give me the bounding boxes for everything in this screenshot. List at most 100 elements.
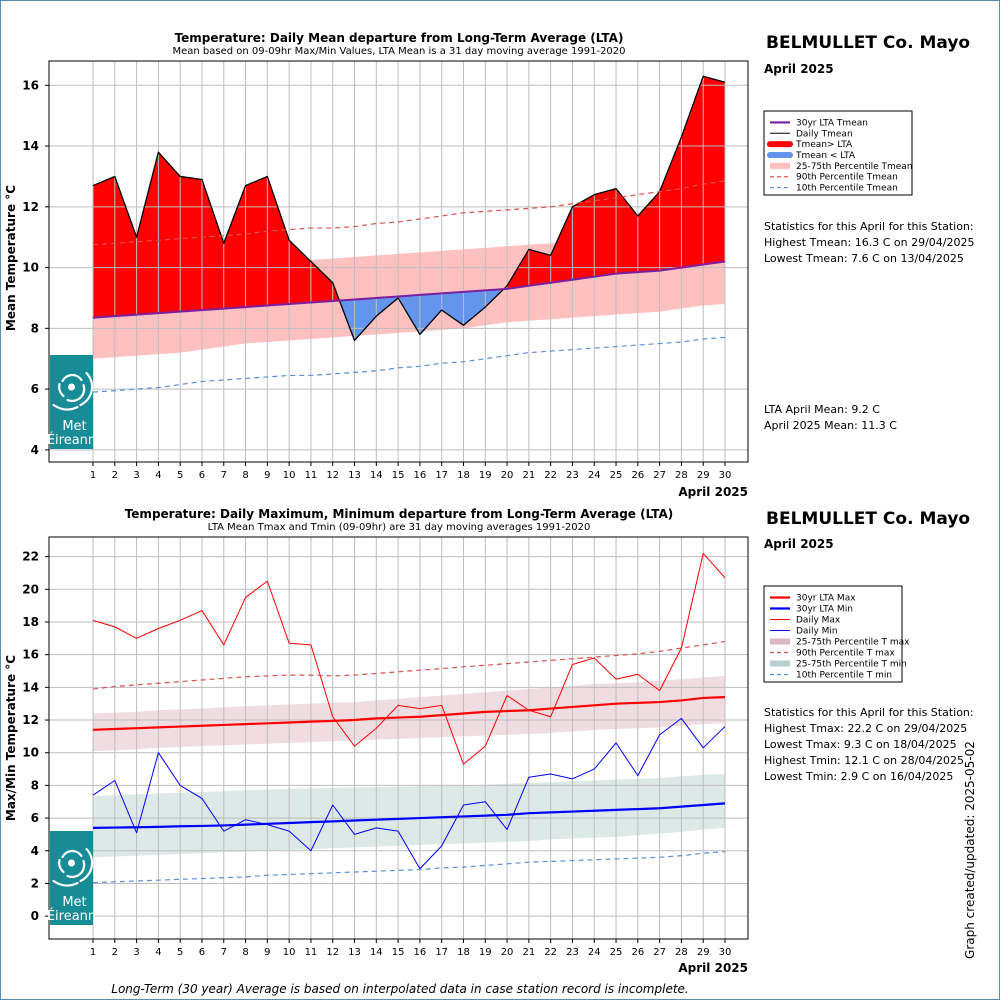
point-90th-percentile-tmean-25 [615,197,617,199]
point-daily-min-18 [463,804,465,806]
point-daily-tmean-8 [245,185,247,187]
point-30yr-lta-min-24 [593,810,595,812]
point-30yr-lta-tmean-29 [702,264,704,266]
point-90th-percentile-tmean-24 [593,200,595,202]
point-90th-percentile-t-max-6 [201,679,203,681]
chart1-ylabel: Mean Temperature °C [4,185,18,331]
point-30yr-lta-tmean-12 [332,300,334,302]
point-30yr-lta-min-14 [376,819,378,821]
x-tick-label-28: 28 [675,947,688,958]
x-tick-label-15: 15 [392,470,405,481]
point-90th-percentile-tmean-18 [463,212,465,214]
point-daily-max-22 [550,716,552,718]
point-10th-percentile-tmean-13 [354,372,356,374]
point-30yr-lta-min-16 [419,817,421,819]
x-tick-label-1: 1 [90,470,96,481]
x-tick-label-15: 15 [392,947,405,958]
point-daily-tmean-1 [92,185,94,187]
point-daily-max-4 [158,628,160,630]
point-daily-max-15 [397,705,399,707]
y-tick-label-8: 8 [31,321,39,335]
below-lta-fill-18-0 [463,290,486,326]
swirl-arc-4 [79,371,94,407]
point-90th-percentile-t-max-3 [136,684,138,686]
point-daily-min-25 [615,742,617,744]
x-tick-label-21: 21 [522,470,535,481]
point-90th-percentile-tmean-30 [724,180,726,182]
point-30yr-lta-max-13 [354,719,356,721]
point-30yr-lta-max-24 [593,705,595,707]
x-tick-label-8: 8 [242,470,248,481]
point-30yr-lta-max-25 [615,703,617,705]
point-90th-percentile-tmean-2 [114,242,116,244]
point-10th-percentile-t-min-22 [550,861,552,863]
legend-label-30yr-lta-tmean: 30yr LTA Tmean [796,118,868,128]
swirl-arc-2 [66,859,86,879]
x-tick-label-4: 4 [155,470,161,481]
point-90th-percentile-tmean-13 [354,226,356,228]
point-30yr-lta-min-26 [637,808,639,810]
point-30yr-lta-tmean-2 [114,315,116,317]
above-lta-fill-29-0 [703,76,725,265]
point-daily-max-29 [702,553,704,555]
y-tick-label-6: 6 [31,811,39,825]
point-30yr-lta-max-1 [92,729,94,731]
chart1-subtitle: Mean based on 09-09hr Max/Min Values, LT… [172,46,625,57]
point-daily-max-9 [267,580,269,582]
above-lta-fill-8-0 [245,176,268,308]
point-30yr-lta-min-27 [659,807,661,809]
point-30yr-lta-max-19 [484,711,486,713]
x-tick-label-18: 18 [457,947,470,958]
point-30yr-lta-tmean-25 [615,273,617,275]
point-90th-percentile-tmean-20 [506,209,508,211]
point-30yr-lta-min-6 [201,825,203,827]
point-daily-min-21 [528,776,530,778]
point-daily-tmean-17 [441,309,443,311]
point-90th-percentile-t-max-20 [506,663,508,665]
point-daily-max-8 [245,597,247,599]
point-30yr-lta-max-23 [572,706,574,708]
footnote: Long-Term (30 year) Average is based on … [111,982,688,996]
x-tick-label-6: 6 [199,470,205,481]
point-30yr-lta-min-18 [463,816,465,818]
point-daily-min-1 [92,794,94,796]
legend-label-25-75th-percentile-t-max: 25-75th Percentile T max [796,638,910,648]
point-10th-percentile-tmean-2 [114,390,116,392]
chart2-month: April 2025 [764,537,834,551]
point-10th-percentile-t-min-20 [506,863,508,865]
point-30yr-lta-min-9 [267,823,269,825]
swirl-arc-2 [66,383,86,403]
point-daily-tmean-28 [681,136,683,138]
x-tick-label-11: 11 [305,470,318,481]
point-10th-percentile-tmean-27 [659,343,661,345]
point-90th-percentile-t-max-4 [158,682,160,684]
point-30yr-lta-max-6 [201,725,203,727]
point-10th-percentile-t-min-27 [659,856,661,858]
point-daily-min-7 [223,830,225,832]
point-daily-max-18 [463,763,465,765]
point-daily-min-30 [724,726,726,728]
point-30yr-lta-min-30 [724,803,726,805]
x-tick-label-19: 19 [479,947,492,958]
point-90th-percentile-t-max-19 [484,664,486,666]
point-30yr-lta-min-2 [114,827,116,829]
chart2-station: BELMULLET Co. Mayo [766,509,970,529]
point-10th-percentile-t-min-10 [288,874,290,876]
x-tick-label-12: 12 [326,947,339,958]
above-lta-fill-27-0 [659,136,682,271]
logo-text-eireann: Éireann [47,432,96,448]
above-lta-fill-26-0 [637,191,660,273]
point-30yr-lta-tmean-7 [223,308,225,310]
point-30yr-lta-tmean-11 [310,302,312,304]
point-90th-percentile-t-max-18 [463,666,465,668]
point-30yr-lta-min-17 [441,816,443,818]
x-tick-label-12: 12 [326,470,339,481]
above-lta-fill-11-0 [310,261,333,303]
point-10th-percentile-t-min-3 [136,880,138,882]
point-90th-percentile-t-max-29 [702,644,704,646]
x-tick-label-7: 7 [221,470,227,481]
point-daily-min-6 [201,798,203,800]
point-90th-percentile-t-max-14 [376,673,378,675]
swirl-arc-4 [79,847,94,883]
point-daily-max-17 [441,705,443,707]
